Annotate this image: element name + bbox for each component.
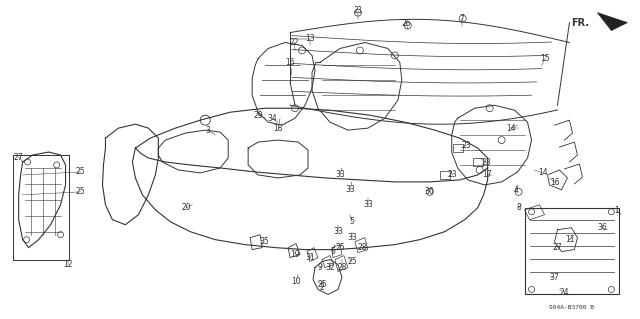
- Text: 10: 10: [291, 277, 301, 286]
- Text: 4: 4: [513, 186, 518, 195]
- Text: 33: 33: [333, 227, 343, 236]
- Text: 21: 21: [353, 6, 363, 15]
- Text: 35: 35: [259, 237, 269, 246]
- Text: 20: 20: [182, 203, 191, 212]
- Text: 11: 11: [564, 235, 574, 244]
- Text: 27: 27: [553, 243, 563, 252]
- Text: 25: 25: [76, 187, 85, 197]
- Text: 27: 27: [14, 152, 24, 161]
- Text: 12: 12: [63, 260, 72, 269]
- Text: 16: 16: [550, 178, 560, 187]
- Text: 22: 22: [289, 38, 299, 47]
- Text: 8: 8: [516, 203, 521, 212]
- Text: 2: 2: [319, 283, 324, 292]
- Text: 28: 28: [357, 243, 367, 252]
- Text: 15: 15: [541, 54, 550, 63]
- Text: 17: 17: [482, 170, 492, 179]
- Text: 14: 14: [538, 168, 547, 177]
- Text: 33: 33: [345, 185, 355, 194]
- Text: 5: 5: [349, 217, 355, 226]
- Text: 25: 25: [347, 257, 356, 266]
- Polygon shape: [597, 13, 627, 31]
- Text: 25: 25: [335, 243, 345, 252]
- Text: 25: 25: [76, 167, 85, 176]
- Text: 18: 18: [273, 124, 283, 133]
- Text: 36: 36: [598, 223, 607, 232]
- Text: S04A-B3700 B: S04A-B3700 B: [549, 305, 594, 310]
- Text: 25: 25: [317, 280, 327, 289]
- Text: 23: 23: [448, 170, 458, 179]
- Text: 28: 28: [337, 263, 347, 272]
- Text: 9: 9: [317, 263, 323, 272]
- Text: 14: 14: [506, 124, 515, 133]
- Text: 26: 26: [401, 19, 411, 28]
- Text: 30: 30: [425, 187, 435, 197]
- Text: 37: 37: [550, 273, 559, 282]
- Text: 24: 24: [559, 288, 570, 297]
- Text: 1: 1: [614, 206, 619, 215]
- Text: 33: 33: [347, 233, 357, 242]
- Text: 29: 29: [253, 111, 263, 120]
- Text: 16: 16: [285, 58, 295, 67]
- Text: 33: 33: [335, 170, 345, 179]
- Text: 7: 7: [460, 14, 464, 23]
- Text: 13: 13: [305, 34, 315, 43]
- Text: 34: 34: [268, 114, 277, 123]
- Text: 32: 32: [325, 263, 335, 272]
- Text: 23: 23: [462, 141, 472, 150]
- Text: 19: 19: [291, 250, 300, 259]
- Text: 3: 3: [206, 126, 211, 135]
- Text: 31: 31: [305, 253, 315, 262]
- Text: FR.: FR.: [572, 18, 589, 28]
- Text: 33: 33: [363, 200, 372, 209]
- Text: 23: 23: [482, 159, 492, 167]
- Text: 6: 6: [330, 247, 335, 256]
